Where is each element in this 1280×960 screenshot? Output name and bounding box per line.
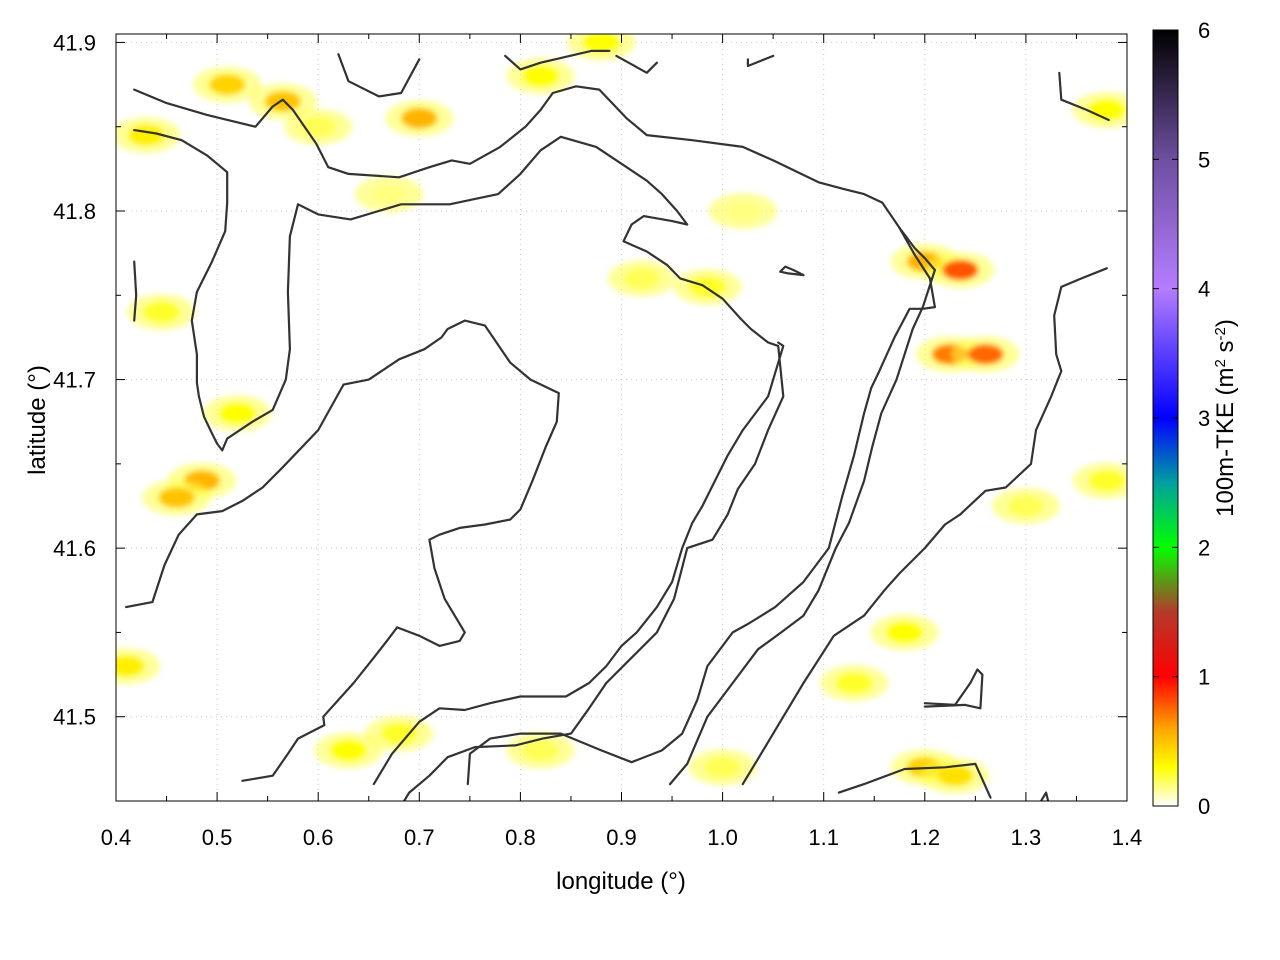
x-tick-label: 1.0 xyxy=(707,825,738,850)
tke-hotspot xyxy=(937,765,974,786)
colorbar-title-exp1: 2 xyxy=(1212,359,1229,367)
colorbar-title-exp2: -2 xyxy=(1212,327,1229,340)
y-tick-label: 41.7 xyxy=(53,368,96,393)
contour-lines xyxy=(124,49,1110,801)
contour-line xyxy=(746,54,775,68)
tke-hotspot xyxy=(942,260,979,280)
tke-hotspot xyxy=(219,403,256,424)
colorbar-tick-label: 1 xyxy=(1198,665,1210,690)
x-axis-title: longitude (°) xyxy=(556,868,686,895)
tke-hotspot xyxy=(1007,496,1044,516)
colorbar-title: 100m-TKE (m2 s-2) xyxy=(1212,319,1240,517)
contour-line xyxy=(133,260,138,322)
x-tick-label: 0.5 xyxy=(202,825,233,850)
tke-hotspot xyxy=(1088,470,1125,491)
colorbar-tick-label: 2 xyxy=(1198,535,1210,560)
tke-hotspot xyxy=(1088,99,1125,120)
tke-hotspot xyxy=(689,276,726,297)
tke-hotspot xyxy=(522,740,559,761)
axis-ticks: 0.4 0.5 0.6 0.7 0.8 0.9 1.0 1.1 1.2 1.3 1.4 41.5 41.… xyxy=(53,30,1142,850)
tke-hotspot xyxy=(370,184,407,205)
contour-line xyxy=(615,54,659,74)
contour-line xyxy=(133,85,937,786)
tke-hotspot xyxy=(381,723,418,744)
colorbar-tick-label: 5 xyxy=(1198,147,1210,172)
tke-hotspot xyxy=(967,344,1004,365)
colorbar-tick-label: 4 xyxy=(1198,277,1210,302)
tke-hotspot xyxy=(401,108,438,129)
contour-line xyxy=(372,341,785,786)
contour-line xyxy=(923,668,984,710)
contour-line xyxy=(466,226,937,786)
colorbar-tick-label: 6 xyxy=(1198,18,1210,43)
x-tick-label: 0.6 xyxy=(303,825,334,850)
tke-hotspot xyxy=(522,66,559,87)
contour-line xyxy=(1039,791,1050,801)
contour-line xyxy=(504,49,611,71)
tke-hotspot xyxy=(724,201,761,221)
tke-hotspot xyxy=(886,622,923,643)
x-tick-label: 1.1 xyxy=(808,825,839,850)
tke-hotspot xyxy=(330,740,367,761)
colorbar-title-s: s xyxy=(1212,340,1239,359)
colorbar-tick-label: 3 xyxy=(1198,406,1210,431)
tke-hotspot xyxy=(623,268,660,289)
contour-line xyxy=(124,319,560,782)
y-axis-title: latitude (°) xyxy=(24,365,51,475)
contour-line xyxy=(337,53,421,98)
tke-hotspot xyxy=(209,74,246,95)
contour-line xyxy=(133,129,785,801)
colorbar-ticks: 0 1 2 3 4 5 6 xyxy=(1153,18,1210,819)
y-tick-label: 41.5 xyxy=(53,705,96,730)
y-tick-label: 41.8 xyxy=(53,199,96,224)
x-tick-label: 1.3 xyxy=(1011,825,1042,850)
x-tick-label: 0.4 xyxy=(101,825,132,850)
contour-line xyxy=(837,762,992,799)
contour-line xyxy=(741,267,1108,786)
x-tick-label: 0.9 xyxy=(606,825,637,850)
tke-hotspot xyxy=(158,487,195,508)
x-tick-label: 1.4 xyxy=(1112,825,1143,850)
tke-hotspot xyxy=(583,34,620,53)
y-tick-label: 41.9 xyxy=(53,30,96,55)
colorbar-title-main: 100m-TKE (m xyxy=(1212,368,1239,517)
tke-hotspot xyxy=(704,757,741,778)
x-tick-label: 1.2 xyxy=(910,825,941,850)
x-tick-label: 0.8 xyxy=(505,825,536,850)
y-tick-label: 41.6 xyxy=(53,536,96,561)
colorbar-title-close: ) xyxy=(1212,319,1239,327)
colorbar-tick-label: 0 xyxy=(1198,794,1210,819)
x-tick-label: 0.7 xyxy=(404,825,435,850)
tke-hotspot xyxy=(836,673,873,693)
tke-hotspot xyxy=(143,302,180,323)
contour-line xyxy=(1058,71,1110,122)
tke-hotspot xyxy=(116,656,145,677)
plot-background xyxy=(116,34,1127,801)
contour-line xyxy=(779,265,805,277)
